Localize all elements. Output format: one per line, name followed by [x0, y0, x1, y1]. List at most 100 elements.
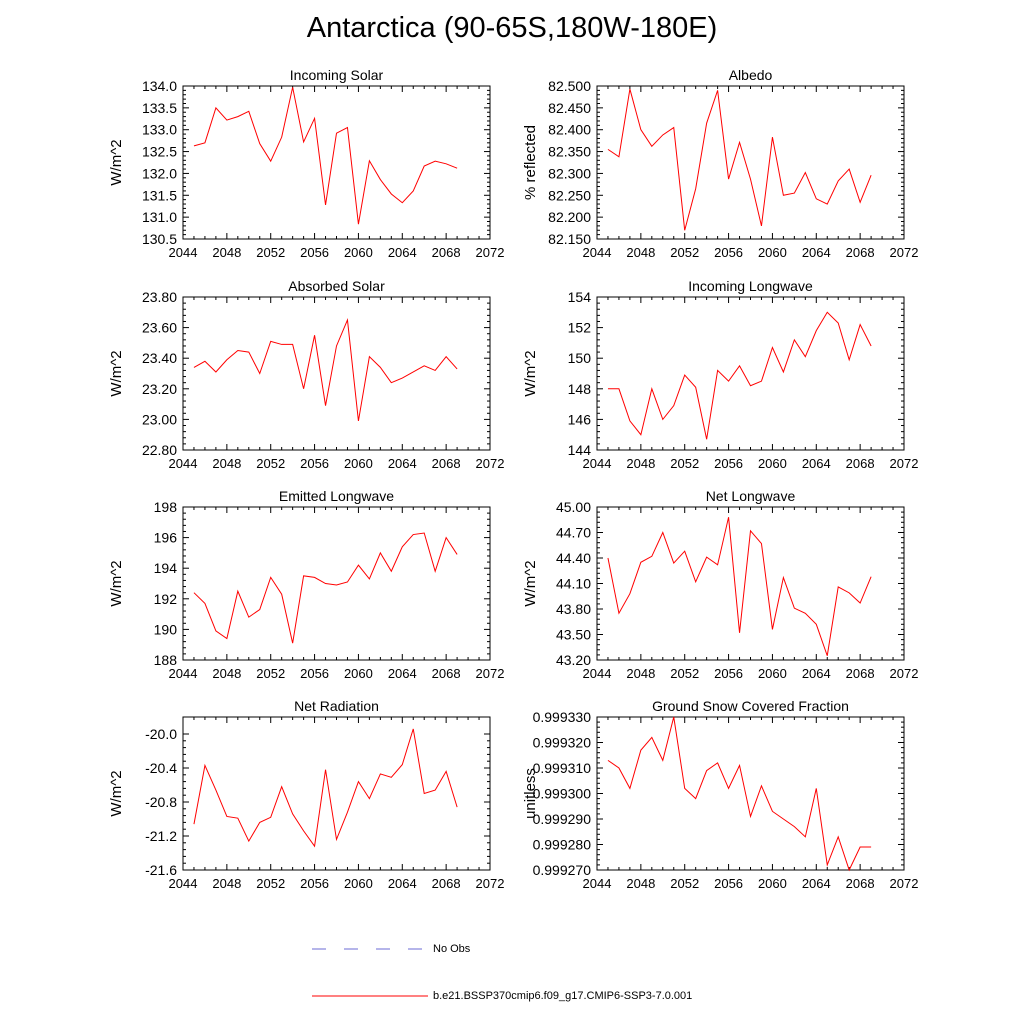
- x-tick-label: 2056: [714, 876, 743, 891]
- x-tick-label: 2068: [432, 245, 461, 260]
- y-axis-label: W/m^2: [108, 350, 125, 396]
- x-tick-label: 2048: [626, 456, 655, 471]
- y-tick-label: 23.00: [142, 411, 177, 427]
- y-tick-label: 82.200: [548, 209, 591, 225]
- x-tick-label: 2048: [212, 666, 241, 681]
- x-tick-label: 2048: [626, 876, 655, 891]
- y-tick-label: 130.5: [142, 231, 177, 247]
- series-line-net-longwave: [607, 517, 872, 656]
- y-tick-label: -20.0: [145, 726, 177, 742]
- chart-emitted-longwave: Emitted Longwave W/m^2 2044 2048 2052 2056 206…: [108, 488, 504, 681]
- x-tick-label: 2060: [758, 876, 787, 891]
- chart-title: Absorbed Solar: [288, 278, 385, 294]
- x-tick-label: 2044: [583, 666, 612, 681]
- y-tick-label: 133.5: [142, 100, 177, 116]
- x-tick-label: 2056: [714, 456, 743, 471]
- y-tick-label: 131.0: [142, 209, 177, 225]
- x-tick-label: 2068: [846, 456, 875, 471]
- chart-title: Incoming Longwave: [688, 278, 813, 294]
- y-tick-label: 131.5: [142, 187, 177, 203]
- series-line-net-radiation: [193, 728, 458, 848]
- y-axis-label: unitless: [522, 768, 539, 819]
- y-tick-label: 0.999290: [533, 811, 592, 827]
- x-tick-label: 2064: [388, 456, 417, 471]
- series-line-albedo: [607, 88, 872, 231]
- chart-title: Incoming Solar: [290, 67, 384, 83]
- x-tick-label: 2056: [714, 666, 743, 681]
- y-tick-label: 43.80: [556, 601, 591, 617]
- x-tick-label: 2044: [169, 876, 198, 891]
- x-tick-label: 2056: [300, 876, 329, 891]
- x-tick-label: 2052: [670, 456, 699, 471]
- y-tick-label: 152: [568, 320, 592, 336]
- y-tick-label: 0.999280: [533, 837, 592, 853]
- x-tick-label: 2068: [432, 456, 461, 471]
- x-tick-label: 2052: [670, 245, 699, 260]
- x-tick-label: 2060: [758, 666, 787, 681]
- y-tick-label: 23.20: [142, 381, 177, 397]
- x-tick-label: 2044: [169, 666, 198, 681]
- x-tick-label: 2060: [758, 245, 787, 260]
- y-axis-label: W/m^2: [522, 350, 539, 396]
- x-tick-label: 2064: [388, 245, 417, 260]
- x-tick-label: 2048: [626, 666, 655, 681]
- y-tick-label: 0.999320: [533, 735, 592, 751]
- chart-incoming-longwave: Incoming Longwave W/m^2 2044 2048 2052 2056 20…: [522, 278, 918, 471]
- y-tick-label: 0.999310: [533, 760, 592, 776]
- y-tick-label: 82.300: [548, 165, 591, 181]
- y-axis-label: W/m^2: [108, 139, 125, 185]
- x-tick-label: 2072: [476, 456, 505, 471]
- y-tick-label: 132.0: [142, 165, 177, 181]
- x-tick-label: 2064: [802, 876, 831, 891]
- page-title: Antarctica (90-65S,180W-180E): [306, 12, 718, 44]
- chart-title: Net Radiation: [294, 698, 379, 714]
- chart-incoming-solar: Incoming Solar W/m^2 2044 2048 2052 2056 2060 2…: [108, 67, 504, 260]
- y-tick-label: 43.20: [556, 652, 591, 668]
- x-tick-label: 2044: [169, 456, 198, 471]
- y-tick-label: -21.6: [145, 862, 177, 878]
- x-tick-label: 2068: [846, 666, 875, 681]
- x-tick-label: 2048: [212, 456, 241, 471]
- y-tick-label: 82.400: [548, 122, 591, 138]
- y-tick-label: 190: [154, 621, 178, 637]
- series-line-incoming-longwave: [607, 311, 872, 440]
- y-tick-label: 134.0: [142, 78, 177, 94]
- y-tick-label: -20.8: [145, 794, 177, 810]
- chart-title: Ground Snow Covered Fraction: [652, 698, 849, 714]
- series-line-ground-snow-covered-fraction: [607, 716, 872, 872]
- y-tick-label: 148: [568, 381, 592, 397]
- y-tick-label: 82.350: [548, 144, 591, 160]
- x-tick-label: 2052: [256, 245, 285, 260]
- x-tick-label: 2052: [256, 666, 285, 681]
- y-tick-label: 23.60: [142, 320, 177, 336]
- x-tick-label: 2056: [300, 245, 329, 260]
- x-tick-label: 2060: [344, 666, 373, 681]
- x-tick-label: 2060: [344, 245, 373, 260]
- x-tick-label: 2052: [256, 456, 285, 471]
- y-tick-label: 150: [568, 350, 592, 366]
- y-tick-label: 23.40: [142, 350, 177, 366]
- y-tick-label: 146: [568, 411, 592, 427]
- y-tick-label: 198: [154, 499, 178, 515]
- x-tick-label: 2072: [476, 666, 505, 681]
- series-line-incoming-solar: [193, 87, 458, 225]
- y-tick-label: 82.500: [548, 78, 591, 94]
- y-tick-label: -20.4: [145, 760, 177, 776]
- y-tick-label: 82.450: [548, 100, 591, 116]
- x-tick-label: 2044: [169, 245, 198, 260]
- y-tick-label: 154: [568, 289, 592, 305]
- y-axis-label: W/m^2: [108, 770, 125, 816]
- x-tick-label: 2064: [802, 456, 831, 471]
- x-tick-label: 2052: [670, 876, 699, 891]
- y-tick-label: 194: [154, 560, 178, 576]
- chart-net-longwave: Net Longwave W/m^2 2044 2048 2052 2056 2060 206…: [522, 488, 918, 681]
- x-tick-label: 2048: [212, 245, 241, 260]
- x-tick-label: 2072: [890, 456, 919, 471]
- y-tick-label: 144: [568, 442, 592, 458]
- x-tick-label: 2060: [758, 456, 787, 471]
- chart-albedo: Albedo % reflected 2044 2048 2052 2056 2060 206…: [522, 67, 918, 260]
- x-tick-label: 2064: [802, 666, 831, 681]
- x-tick-label: 2068: [846, 245, 875, 260]
- x-tick-label: 2052: [670, 666, 699, 681]
